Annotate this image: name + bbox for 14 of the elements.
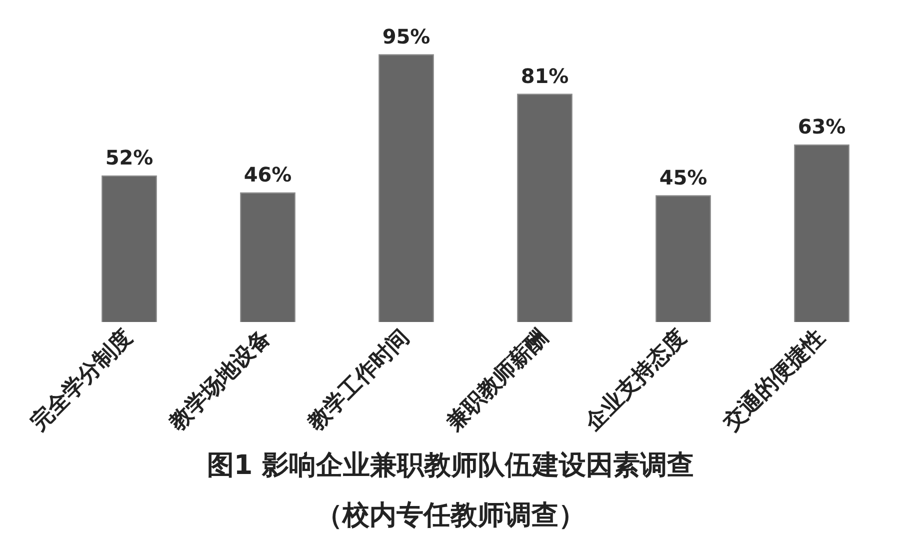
data-label: 63% (798, 114, 846, 139)
x-tick-label: 交通的便捷性 (718, 324, 830, 437)
text: （校内专任教师调查） (314, 499, 586, 533)
data-label: 95% (382, 24, 430, 48)
data-label: 46% (244, 162, 292, 186)
text: 图1 影响企业兼职教师队伍建设因素调查 (206, 449, 696, 483)
data-label: 81% (520, 64, 569, 88)
x-tick-label: 教学工作时间 (302, 324, 415, 437)
x-tick-label: 企业支持态度 (579, 324, 692, 437)
x-tick-label: 兼职教师薪酬 (441, 324, 554, 437)
data-label: 45% (659, 165, 708, 190)
x-tick-label: 完全学分制度 (26, 324, 138, 436)
data-label: 52% (105, 146, 154, 170)
x-tick-label: 教学场地设备 (164, 324, 276, 437)
